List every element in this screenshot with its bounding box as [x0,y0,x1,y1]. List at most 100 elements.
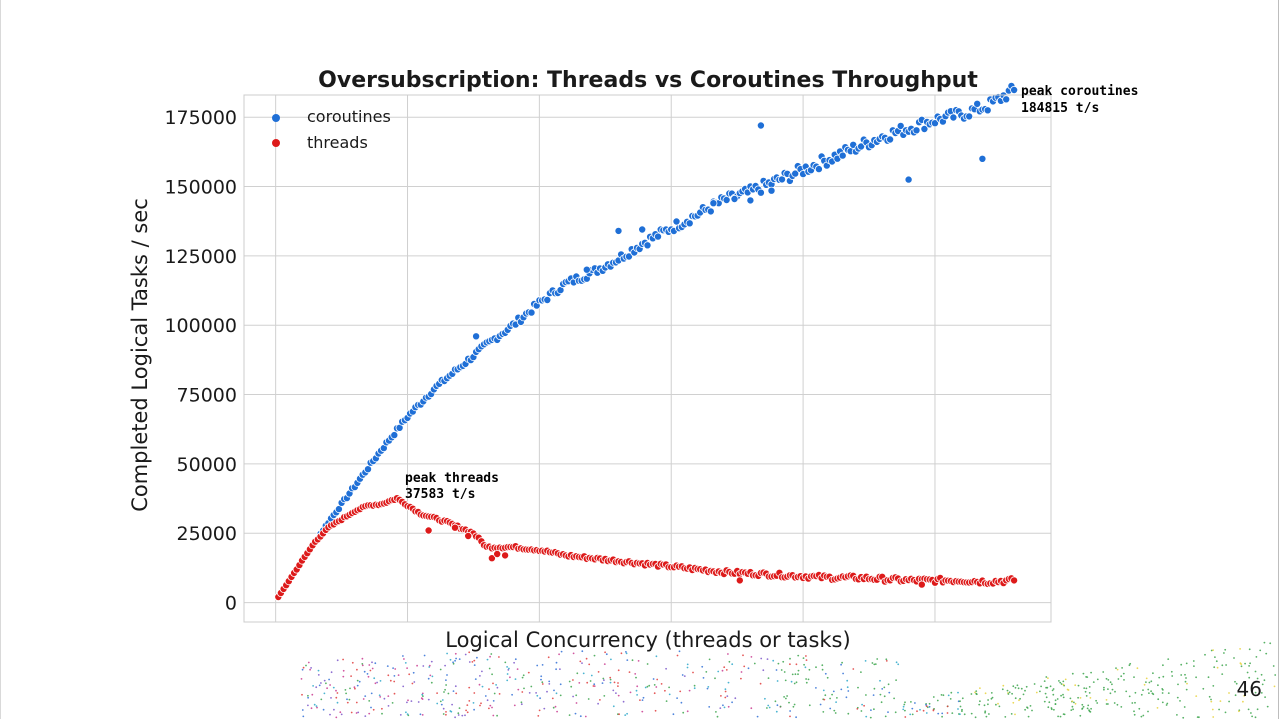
decoration-dot [1086,707,1089,710]
decoration-dot [950,691,953,694]
decoration-dot [1011,692,1013,695]
decoration-dot [819,703,822,706]
decoration-dot [604,651,606,654]
decoration-dot [399,714,402,716]
decoration-dot [979,700,981,703]
decoration-dot [777,662,780,665]
decoration-dot [495,684,497,686]
decoration-dot [1148,681,1151,684]
decoration-dot [693,684,696,687]
decoration-dot [452,662,455,665]
decoration-dot [808,704,811,707]
decoration-dot [307,704,309,707]
decoration-dot [309,668,311,671]
decoration-dot [642,696,645,699]
decoration-dot [721,669,724,672]
chart-title: Oversubscription: Threads vs Coroutines … [318,68,978,93]
decoration-dot [766,707,768,709]
decoration-dot [1260,673,1263,676]
decoration-dot [734,697,737,700]
decoration-dot [716,715,719,718]
decoration-dot [1082,705,1085,708]
decoration-dot [603,663,606,665]
decoration-dot [335,716,338,719]
decoration-dot [636,685,639,688]
decoration-dot [491,673,493,676]
decoration-dot [1024,708,1026,711]
decoration-dot [1234,694,1237,697]
decoration-dot [686,663,689,666]
decoration-dot [381,712,383,715]
decoration-dot [1087,704,1090,707]
decoration-dot [617,669,620,672]
threads-outlier-point [917,580,926,589]
decoration-dot [480,702,482,705]
decoration-dot [860,710,863,712]
decoration-dot [641,699,644,701]
decoration-dot [805,681,808,684]
decoration-dot [803,663,805,666]
decoration-dot [403,658,405,660]
decoration-dot [774,700,777,703]
decoration-dot [407,699,409,702]
decoration-dot [455,657,457,660]
decoration-dot [750,656,753,658]
decoration-dot [1246,671,1249,674]
decoration-dot [443,691,445,693]
decoration-dot [880,701,883,704]
decoration-dot [636,694,638,696]
decoration-dot [702,677,705,679]
decoration-dot [987,699,989,701]
coroutines-point [527,308,536,317]
decoration-dot [1167,692,1170,694]
decoration-dot [775,669,778,671]
decoration-dot [873,663,876,666]
decoration-dot [705,671,708,673]
decoration-dot [682,711,685,714]
decoration-dot [1022,693,1025,696]
decoration-dot [1266,705,1269,708]
decoration-dot [356,668,358,671]
decoration-dot [354,687,356,690]
decoration-dot [445,711,447,713]
decoration-dot [530,685,533,688]
decoration-dot [793,682,796,685]
decoration-dot [946,705,949,708]
decoration-dot [416,664,418,667]
decoration-dot [804,666,807,669]
decoration-dot [672,713,675,716]
decoration-dot [656,678,659,681]
decoration-dot [1193,665,1195,667]
decoration-dot [727,681,730,684]
decoration-dot [1043,700,1046,703]
decoration-dot [473,659,476,662]
decoration-dot [879,679,881,682]
decoration-dot [610,658,612,661]
decoration-dot [1006,689,1009,692]
decoration-dot [473,692,476,694]
decoration-dot [644,686,647,689]
decoration-dot [617,694,620,697]
decoration-dot [452,690,455,692]
decoration-dot [1240,663,1243,665]
decoration-dot [371,661,373,664]
decoration-dot [541,681,544,684]
decoration-dot [507,669,510,671]
decoration-dot [1071,700,1074,703]
decoration-dot [490,653,493,655]
decoration-dot [742,654,744,657]
decoration-dot [387,674,390,677]
decoration-dot [1263,679,1266,682]
x-axis-label: Logical Concurrency (threads or tasks) [445,628,850,652]
decoration-dot [856,708,859,710]
decoration-dot [637,660,640,662]
decoration-dot [1079,697,1082,699]
legend-marker-threads [272,139,280,147]
decoration-dot [784,679,787,682]
decoration-dot [461,714,464,717]
decoration-dot [402,685,405,688]
decoration-dot [458,658,461,660]
decoration-dot [1020,687,1023,690]
decoration-dot [723,706,726,709]
decoration-dot [824,672,827,675]
